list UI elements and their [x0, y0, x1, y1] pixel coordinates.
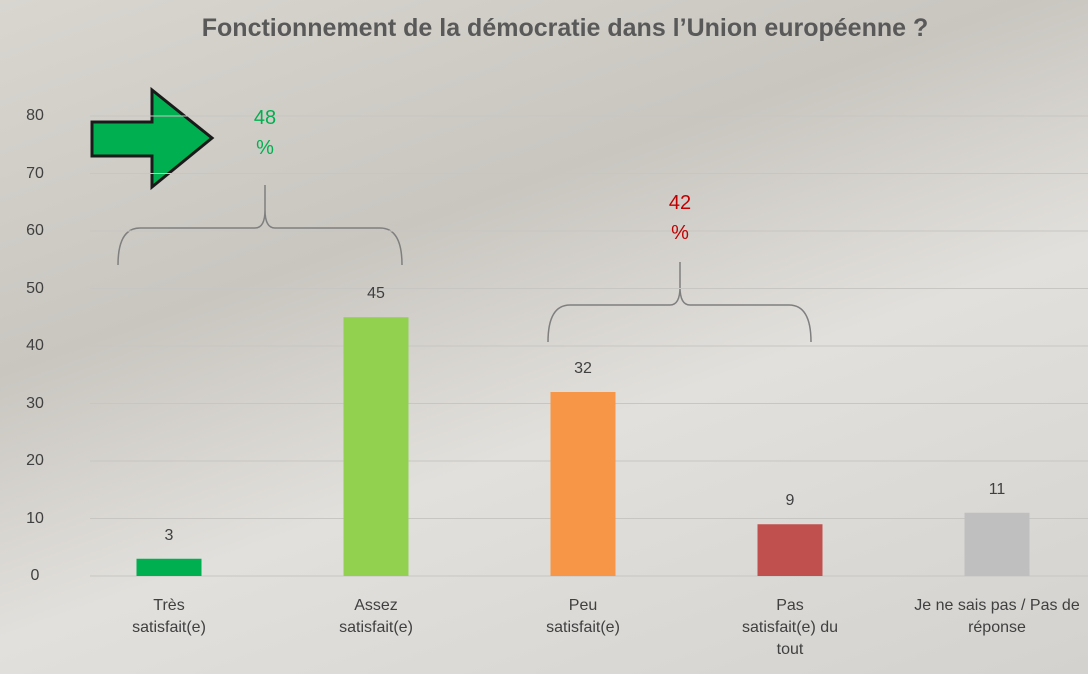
y-tick-label: 20: [26, 452, 44, 469]
bar: [343, 317, 409, 576]
y-tick-label: 80: [26, 107, 44, 124]
arrow: [90, 86, 215, 191]
bar: [136, 558, 202, 576]
y-tick-label: 10: [26, 509, 44, 527]
y-tick-label: 40: [26, 337, 44, 354]
data-label: 3: [164, 526, 174, 544]
x-tick-label: Pas satisfait(e) du tout: [741, 597, 839, 658]
annotation: 42 %: [668, 192, 692, 244]
bracket: [547, 262, 812, 343]
x-tick-label: Je ne sais pas / Pas de réponse: [914, 597, 1080, 636]
chart-title: Fonctionnement de la démocratie dans l’U…: [201, 14, 929, 42]
y-tick-label: 50: [26, 279, 44, 297]
data-label: 32: [574, 360, 592, 377]
y-tick-label: 0: [30, 567, 40, 584]
annotation: 48 %: [253, 107, 277, 159]
data-label: 9: [785, 492, 795, 510]
bar: [757, 524, 823, 576]
bracket: [117, 185, 403, 266]
bar: [550, 392, 616, 576]
bar: [964, 512, 1030, 576]
x-tick-label: Très satisfait(e): [132, 597, 206, 636]
data-label: 11: [988, 480, 1006, 498]
x-tick-label: Assez satisfait(e): [339, 597, 413, 636]
y-tick-label: 70: [26, 164, 44, 182]
y-tick-label: 30: [26, 394, 44, 412]
y-tick-label: 60: [26, 222, 44, 239]
x-tick-label: Peu satisfait(e): [546, 597, 620, 636]
data-label: 45: [367, 285, 385, 303]
